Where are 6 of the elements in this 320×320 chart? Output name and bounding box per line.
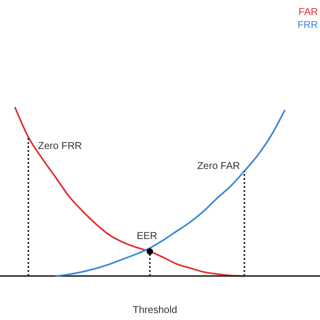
annotation: Zero FAR: [197, 161, 240, 172]
x-axis-title: Threshold: [132, 305, 178, 316]
annotation: EER: [136, 231, 158, 242]
text: FRR: [297, 20, 318, 31]
annotation: Zero FRR: [38, 141, 82, 152]
text: FAR: [298, 7, 318, 18]
